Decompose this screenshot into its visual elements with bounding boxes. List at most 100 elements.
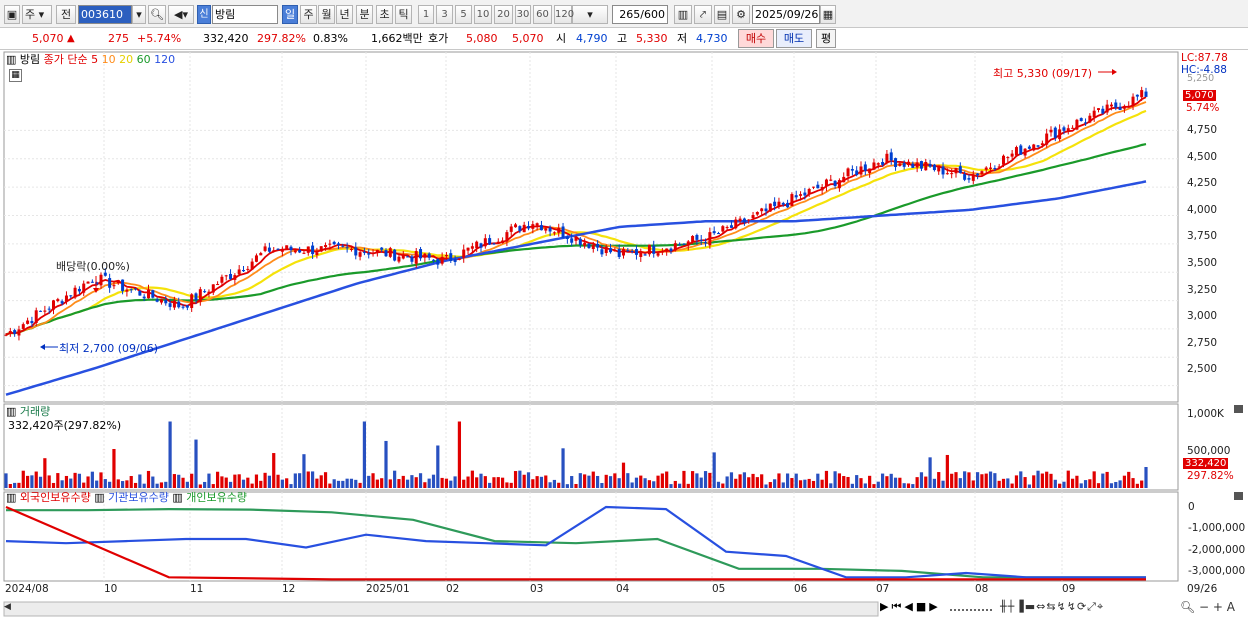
- volume-bar: [168, 421, 172, 488]
- volume-bar: [764, 484, 768, 488]
- sell-button[interactable]: 매도: [776, 29, 812, 48]
- save-icon[interactable]: ▤: [714, 5, 730, 24]
- speaker-icon[interactable]: ◀▾: [168, 5, 194, 24]
- number-button-6[interactable]: 60: [533, 5, 552, 24]
- chart-area[interactable]: ▥ 방림 종가 단순 5 10 20 60 120 ▦ LC:87.78 HC:…: [0, 50, 1248, 621]
- volume-bar: [215, 471, 220, 488]
- volume-bar: [427, 478, 431, 488]
- volume-bar: [880, 473, 885, 488]
- zoom-slider[interactable]: [950, 603, 992, 611]
- number-button-5[interactable]: 30: [515, 5, 531, 24]
- number-button-7[interactable]: 120: [554, 5, 574, 24]
- number-button-2[interactable]: 5: [455, 5, 472, 24]
- volume-bar: [1006, 478, 1010, 488]
- candle-body: [803, 192, 807, 196]
- volume-bar: [341, 480, 345, 488]
- scroll-left-icon[interactable]: ◀: [4, 602, 11, 612]
- x-tick: 04: [616, 583, 630, 595]
- draw-tool-icon[interactable]: ⤤: [694, 5, 712, 24]
- zoom-icons[interactable]: 🔍︎ − + A: [1180, 600, 1235, 614]
- gear-icon[interactable]: ⚙: [732, 5, 750, 24]
- candle-type-icon[interactable]: ▥: [674, 5, 692, 24]
- prefix-button[interactable]: 전: [56, 5, 76, 24]
- volume-bar: [224, 477, 228, 488]
- period-button-0[interactable]: 일: [282, 5, 298, 24]
- candle-body: [820, 186, 824, 191]
- candle-body: [315, 252, 319, 256]
- candle-body: [941, 166, 945, 175]
- ask-price: 5,080: [466, 32, 498, 45]
- period-button-2[interactable]: 월: [318, 5, 335, 24]
- individual-menu-icon[interactable]: ▥: [172, 491, 183, 504]
- holding-close-icon[interactable]: [1234, 492, 1243, 500]
- table-view-icon[interactable]: ▦: [9, 69, 22, 82]
- search-icon[interactable]: 🔍︎: [148, 5, 166, 24]
- volume-bar: [570, 476, 574, 488]
- institution-menu-icon[interactable]: ▥: [94, 491, 105, 504]
- period-button-6[interactable]: 틱: [395, 5, 412, 24]
- code-dropdown-icon[interactable]: ▾: [132, 5, 146, 24]
- stock-code-input[interactable]: 003610: [78, 5, 132, 24]
- count-dropdown[interactable]: ▾: [572, 5, 608, 24]
- period-button-4[interactable]: 분: [356, 5, 373, 24]
- candle-body: [738, 218, 742, 222]
- chart-menu-icon[interactable]: ▣: [4, 5, 20, 24]
- volume-bar: [531, 479, 535, 488]
- volume-bar: [1144, 467, 1148, 488]
- candle-body: [747, 219, 751, 221]
- period-button-1[interactable]: 주: [300, 5, 317, 24]
- candle-body: [881, 162, 885, 165]
- volume-bar: [1053, 479, 1057, 488]
- candle-body: [397, 256, 401, 262]
- volume-menu-icon[interactable]: ▥: [6, 405, 17, 418]
- volume-bar: [440, 477, 444, 488]
- chart-canvas[interactable]: [0, 50, 1248, 621]
- period-button-3[interactable]: 년: [336, 5, 353, 24]
- volume-bar: [647, 480, 652, 488]
- volume-bar: [513, 471, 518, 488]
- number-button-0[interactable]: 1: [418, 5, 434, 24]
- volume-bar: [190, 473, 194, 488]
- candle-body: [121, 279, 125, 292]
- playback-controls[interactable]: ▶⏮◀■▶: [880, 600, 941, 613]
- low-note: 최저 2,700 (09/06): [59, 342, 159, 355]
- candle-body: [332, 241, 336, 245]
- volume-bar: [781, 482, 785, 488]
- volume-bar: [1135, 483, 1139, 488]
- volume-bar: [686, 483, 690, 488]
- calendar-icon[interactable]: ▦: [820, 5, 836, 24]
- candle-body: [1118, 106, 1122, 110]
- count-field[interactable]: 265/600: [612, 5, 668, 24]
- volume-bar: [613, 473, 617, 488]
- candle-body: [1075, 119, 1079, 130]
- eval-button[interactable]: 평: [816, 29, 836, 48]
- candle-body: [423, 253, 427, 258]
- candle-body: [574, 236, 578, 241]
- market-select[interactable]: 주 ▾: [22, 5, 52, 24]
- candle-body: [371, 252, 375, 254]
- panel-menu-icon[interactable]: ▥: [6, 53, 17, 66]
- candle-body: [1002, 155, 1005, 165]
- candle-body: [483, 238, 487, 247]
- volume-bar: [483, 476, 487, 488]
- period-button-5[interactable]: 초: [376, 5, 393, 24]
- candle-body: [1122, 106, 1126, 109]
- volume-bar: [380, 478, 384, 488]
- tool-icons[interactable]: ╫┼▐▬⇔⇆↯↯⟳⤢⌖: [1000, 600, 1105, 613]
- number-button-3[interactable]: 10: [474, 5, 492, 24]
- volume-close-icon[interactable]: [1234, 405, 1243, 413]
- candle-body: [406, 256, 410, 258]
- buy-button[interactable]: 매수: [738, 29, 774, 48]
- date-field[interactable]: 2025/09/26: [752, 5, 820, 24]
- volume-bar: [595, 475, 600, 488]
- candle-body: [596, 243, 600, 248]
- candle-body: [522, 224, 526, 233]
- candle-body: [626, 250, 630, 252]
- number-button-4[interactable]: 20: [494, 5, 513, 24]
- volume-bar: [950, 473, 954, 488]
- holding-menu-icon[interactable]: ▥: [6, 491, 17, 504]
- number-button-1[interactable]: 3: [436, 5, 453, 24]
- candle-body: [116, 280, 120, 284]
- candle-body: [194, 293, 198, 301]
- candle-body: [587, 243, 591, 249]
